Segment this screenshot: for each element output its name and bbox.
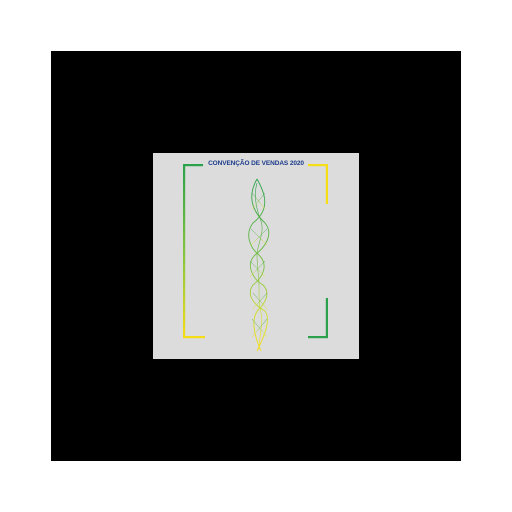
dna-helix-logo: [248, 178, 270, 352]
right-bracket: [308, 164, 328, 339]
convention-card: CONVENÇÃO DE VENDAS 2020: [153, 153, 359, 359]
left-bracket: [183, 164, 205, 339]
card-title: CONVENÇÃO DE VENDAS 2020: [208, 160, 304, 167]
card-artwork: [183, 164, 328, 352]
